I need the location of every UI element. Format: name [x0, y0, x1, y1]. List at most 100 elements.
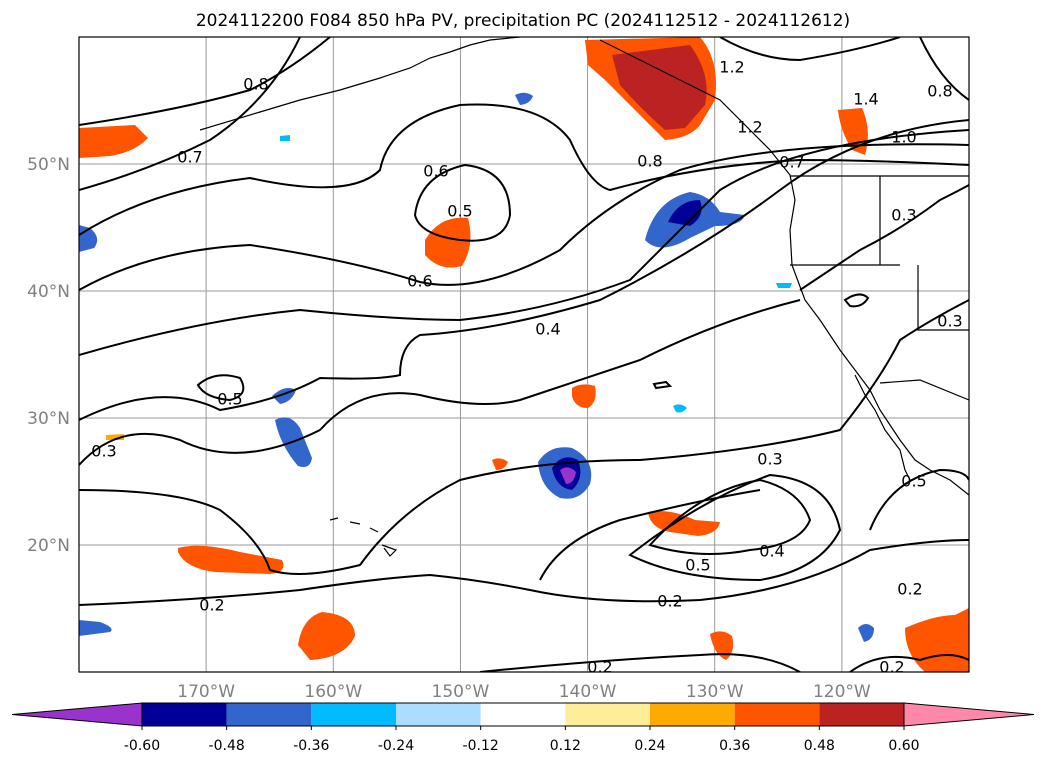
- contour-label: 0.2: [657, 592, 682, 611]
- pv-contour: [479, 653, 801, 672]
- pv-contour: [799, 184, 969, 291]
- colorbar-tick-label: -0.48: [209, 738, 245, 754]
- precip-strong-area: [612, 45, 707, 130]
- contour-label: 0.4: [535, 320, 560, 339]
- precip-negative-area: [673, 404, 687, 413]
- colorbar-tick-label: -0.36: [293, 738, 329, 754]
- pv-contour: [413, 163, 512, 242]
- coastline-alaska: [199, 37, 521, 131]
- latitude-label: 50°N: [27, 155, 70, 175]
- precip-positive-area: [492, 458, 508, 470]
- precip-negative-area: [79, 620, 112, 636]
- contour-label: 0.3: [891, 206, 916, 225]
- colorbar-tick-label: 0.24: [634, 738, 665, 754]
- pv-contour: [79, 299, 969, 575]
- pv-contour: [869, 468, 969, 531]
- latitude-label: 30°N: [27, 409, 70, 429]
- contour-label: 1.4: [853, 90, 878, 109]
- contour-label: 0.4: [759, 542, 784, 561]
- pv-contour: [79, 129, 969, 356]
- longitude-label: 140°W: [559, 682, 617, 702]
- pv-contour: [79, 539, 969, 606]
- latitude-label: 20°N: [27, 536, 70, 556]
- pv-contour: [79, 37, 301, 191]
- precip-positive-area: [178, 545, 284, 574]
- map-frame: [78, 36, 970, 673]
- contour-label: 0.5: [447, 202, 472, 221]
- colorbar-tick-label: 0.12: [550, 738, 581, 754]
- figure-title: 2024112200 F084 850 hPa PV, precipitatio…: [196, 11, 850, 31]
- pv-contour: [849, 654, 969, 672]
- contour-label: 1.2: [737, 118, 762, 137]
- colorbar-swatch: [226, 703, 312, 726]
- contour-label: 1.2: [719, 58, 744, 77]
- precip-negative-area: [776, 283, 792, 288]
- contour-label: 1.0: [891, 128, 916, 147]
- precip-negative-area: [858, 624, 874, 642]
- colorbar-swatch: [480, 703, 566, 726]
- pv-contour: [539, 489, 761, 581]
- precip-negative-area: [515, 92, 533, 105]
- pv-contour: [648, 478, 812, 555]
- pv-contour: [652, 380, 673, 390]
- contour-label: 0.5: [217, 390, 242, 409]
- latitude-label: 40°N: [27, 282, 70, 302]
- colorbar-swatch: [819, 703, 904, 726]
- colorbar-swatch: [311, 703, 396, 726]
- contour-label: 0.8: [243, 75, 268, 94]
- border-us-mexico: [879, 379, 969, 401]
- precip-positive-area: [425, 217, 471, 268]
- pv-contour: [719, 37, 901, 62]
- colorbar-swatch: [650, 703, 735, 726]
- longitude-label: 170°W: [177, 682, 235, 702]
- colorbar-extend-high: [903, 702, 1035, 727]
- latitude-labels: 50°N 40°N 30°N 20°N: [27, 155, 70, 556]
- contour-label: 0.5: [685, 556, 710, 575]
- contour-label: 0.3: [937, 312, 962, 331]
- colorbar-swatch: [734, 703, 820, 726]
- colorbar-tick-label: 0.36: [719, 738, 750, 754]
- contour-labels: 0.8 0.7 0.6 0.5 0.6 0.4 0.5 0.3 0.8 1.2 1.4 1.0 1.2 0…: [91, 58, 962, 677]
- contour-label: 0.8: [637, 152, 662, 171]
- islands-hawaii: [329, 517, 398, 557]
- longitude-label: 160°W: [304, 682, 362, 702]
- longitude-label: 130°W: [686, 682, 744, 702]
- precip-positive-area: [710, 631, 734, 660]
- coastline-baja: [854, 374, 911, 481]
- colorbar-tick-label: 0.60: [888, 738, 919, 754]
- pv-contour: [843, 293, 870, 308]
- contour-label: 0.7: [779, 153, 804, 172]
- precip-positive-area: [838, 108, 868, 155]
- colorbar-tick-label: -0.24: [378, 738, 414, 754]
- colorbar-swatch: [565, 703, 650, 726]
- gridlines: [79, 37, 969, 672]
- contour-label: 0.6: [423, 162, 448, 181]
- pv-contour: [79, 103, 969, 236]
- precip-negative-area: [668, 200, 702, 226]
- border-states: [790, 176, 969, 331]
- precip-negative-area: [280, 135, 290, 141]
- pv-contour: [79, 37, 331, 126]
- pv-contour: [196, 374, 245, 402]
- longitude-label: 120°W: [813, 682, 871, 702]
- contour-label: 0.2: [199, 596, 224, 615]
- contour-label: 0.7: [177, 148, 202, 167]
- precip-positive-area: [79, 125, 148, 158]
- pv-contours: [79, 37, 969, 672]
- contour-label: 0.5: [901, 472, 926, 491]
- contour-label: 0.2: [879, 658, 904, 677]
- map-background: [79, 37, 969, 672]
- contour-label: 0.3: [91, 442, 116, 461]
- precip-positive-area: [572, 384, 596, 408]
- longitude-labels: 170°W 160°W 150°W 140°W 130°W 120°W: [177, 682, 871, 702]
- pv-contour: [919, 37, 969, 101]
- map-panel: 0.8 0.7 0.6 0.5 0.6 0.4 0.5 0.3 0.8 1.2 1.4 1.0 1.2 0…: [78, 36, 970, 677]
- pv-contour: [79, 299, 801, 466]
- pv-contour: [79, 119, 969, 421]
- contour-label: 0.3: [757, 450, 782, 469]
- contour-label: 0.8: [927, 82, 952, 101]
- colorbar-swatch: [396, 703, 481, 726]
- pv-contour: [79, 143, 969, 291]
- longitude-label: 150°W: [432, 682, 490, 702]
